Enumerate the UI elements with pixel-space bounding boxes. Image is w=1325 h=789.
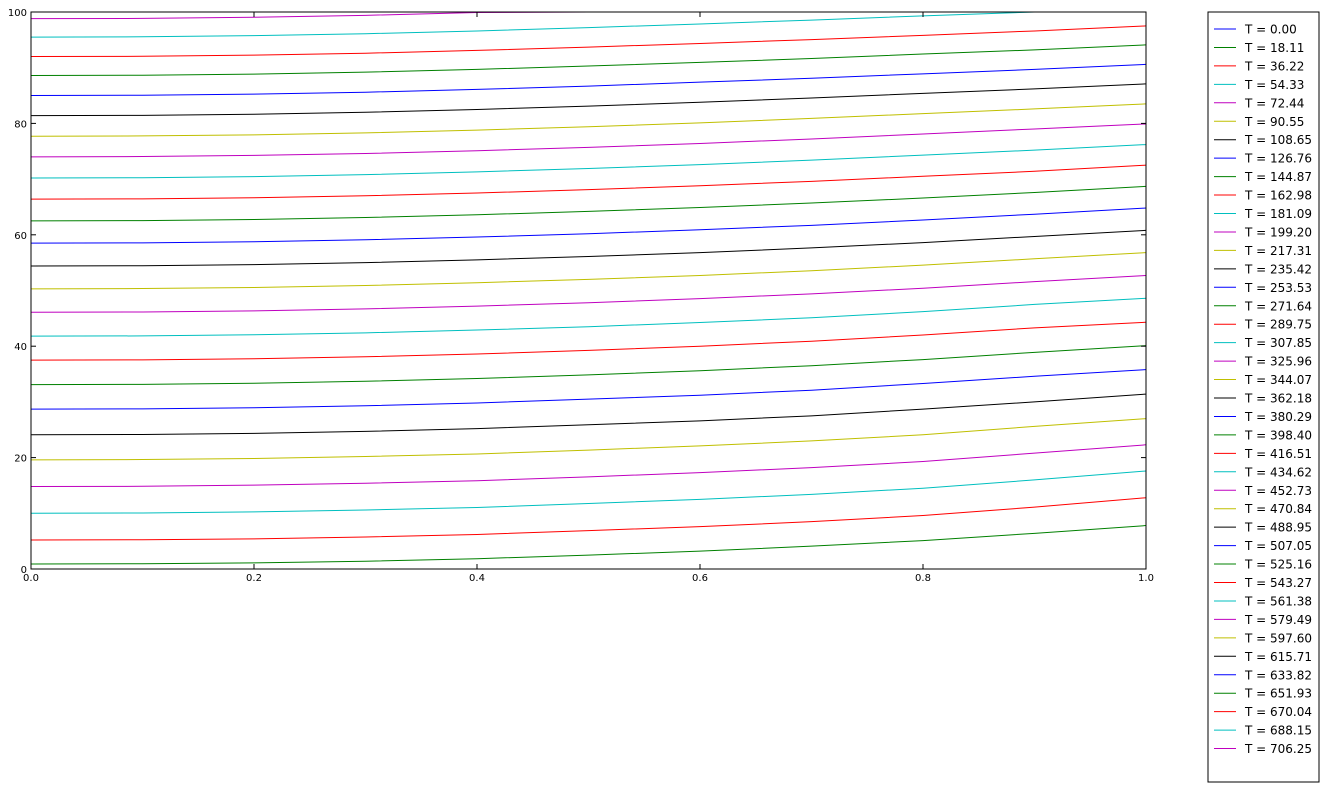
x-tick-label: 0.0 bbox=[23, 573, 39, 584]
y-tick-label: 60 bbox=[14, 231, 27, 242]
y-tick-label: 100 bbox=[8, 8, 27, 19]
legend-label: T = 217.31 bbox=[1244, 244, 1312, 258]
series-line-21 bbox=[31, 63, 1146, 97]
legend-label: T = 470.84 bbox=[1244, 502, 1312, 516]
series-line-10 bbox=[31, 297, 1146, 337]
series-line-1 bbox=[31, 525, 1146, 565]
legend-label: T = 18.11 bbox=[1244, 41, 1304, 55]
legend-label: T = 325.96 bbox=[1244, 355, 1312, 369]
series-line-7 bbox=[31, 369, 1146, 410]
x-tick-label: 0.4 bbox=[469, 573, 485, 584]
legend-label: T = 579.49 bbox=[1244, 613, 1312, 627]
legend-label: T = 507.05 bbox=[1244, 539, 1312, 553]
legend-label: T = 54.33 bbox=[1244, 78, 1304, 92]
series-line-12 bbox=[31, 252, 1146, 290]
series-line-22 bbox=[31, 44, 1146, 76]
x-tick-label: 1.0 bbox=[1138, 573, 1154, 584]
legend-label: T = 362.18 bbox=[1244, 392, 1312, 406]
legend-label: T = 416.51 bbox=[1244, 447, 1312, 461]
legend-label: T = 0.00 bbox=[1244, 23, 1297, 37]
series-line-24 bbox=[31, 12, 1146, 38]
legend-label: T = 452.73 bbox=[1244, 484, 1312, 498]
legend-label: T = 688.15 bbox=[1244, 724, 1312, 738]
legend-label: T = 307.85 bbox=[1244, 336, 1312, 350]
legend-label: T = 90.55 bbox=[1244, 115, 1304, 129]
legend-label: T = 488.95 bbox=[1244, 521, 1312, 535]
series-line-5 bbox=[31, 418, 1146, 461]
series-line-25 bbox=[31, 12, 1146, 20]
series-line-3 bbox=[31, 470, 1146, 514]
series-line-20 bbox=[31, 83, 1146, 117]
y-tick-label: 80 bbox=[14, 119, 27, 130]
legend-label: T = 235.42 bbox=[1244, 262, 1312, 276]
legend-label: T = 380.29 bbox=[1244, 410, 1312, 424]
legend-label: T = 36.22 bbox=[1244, 59, 1304, 73]
x-tick-label: 0.6 bbox=[692, 573, 708, 584]
series-line-19 bbox=[31, 103, 1146, 137]
series-line-17 bbox=[31, 144, 1146, 179]
series-line-2 bbox=[31, 497, 1146, 541]
x-tick-label: 0.8 bbox=[915, 573, 931, 584]
legend: T = 0.00 T = 18.11 T = 36.22 T = 54.33 T = 7… bbox=[1207, 11, 1320, 783]
legend-label: T = 543.27 bbox=[1244, 576, 1312, 590]
series-line-9 bbox=[31, 321, 1146, 361]
legend-label: T = 253.53 bbox=[1244, 281, 1312, 295]
legend-label: T = 162.98 bbox=[1244, 189, 1312, 203]
legend-label: T = 344.07 bbox=[1244, 373, 1312, 387]
axis-ticks: 0.0 0.2 0.4 0.6 0.8 1.0 0 20 40 60 80 100 bbox=[8, 8, 1154, 584]
legend-frame bbox=[1207, 11, 1320, 783]
legend-label: T = 126.76 bbox=[1244, 152, 1312, 166]
plot-frame bbox=[30, 11, 1147, 570]
series-line-23 bbox=[31, 25, 1146, 58]
series-line-18 bbox=[31, 123, 1146, 158]
legend-label: T = 398.40 bbox=[1244, 428, 1312, 442]
legend-label: T = 271.64 bbox=[1244, 299, 1312, 313]
legend-label: T = 561.38 bbox=[1244, 594, 1312, 608]
series-line-14 bbox=[31, 207, 1146, 244]
y-tick-label: 0 bbox=[21, 565, 27, 576]
series-lines bbox=[31, 12, 1146, 569]
legend-label: T = 706.25 bbox=[1244, 742, 1312, 756]
series-line-6 bbox=[31, 393, 1146, 436]
legend-label: T = 72.44 bbox=[1244, 96, 1304, 110]
legend-label: T = 615.71 bbox=[1244, 650, 1312, 664]
series-line-4 bbox=[31, 444, 1146, 488]
x-tick-label: 0.2 bbox=[246, 573, 262, 584]
series-line-11 bbox=[31, 274, 1146, 313]
legend-label: T = 633.82 bbox=[1244, 668, 1312, 682]
series-line-8 bbox=[31, 345, 1146, 386]
series-line-16 bbox=[31, 164, 1146, 200]
legend-label: T = 525.16 bbox=[1244, 558, 1312, 572]
legend-label: T = 670.04 bbox=[1244, 705, 1312, 719]
legend-label: T = 597.60 bbox=[1244, 631, 1312, 645]
legend-label: T = 108.65 bbox=[1244, 133, 1312, 147]
legend-label: T = 181.09 bbox=[1244, 207, 1312, 221]
legend-label: T = 199.20 bbox=[1244, 225, 1312, 239]
series-line-13 bbox=[31, 229, 1146, 267]
legend-label: T = 651.93 bbox=[1244, 687, 1312, 701]
legend-label: T = 289.75 bbox=[1244, 318, 1312, 332]
y-tick-label: 40 bbox=[14, 342, 27, 353]
legend-label: T = 144.87 bbox=[1244, 170, 1312, 184]
series-line-15 bbox=[31, 185, 1146, 222]
y-tick-label: 20 bbox=[14, 454, 27, 465]
legend-label: T = 434.62 bbox=[1244, 465, 1312, 479]
